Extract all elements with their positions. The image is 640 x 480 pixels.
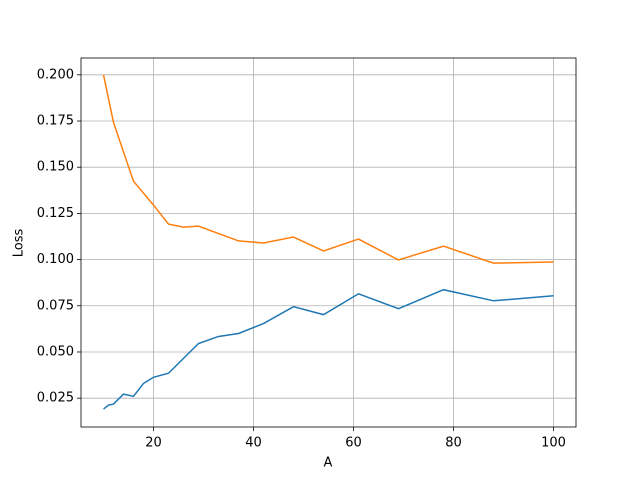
x-tick-label: 80 <box>445 436 462 451</box>
y-axis-label: Loss <box>12 229 27 258</box>
y-tick-label: 0.025 <box>37 391 74 406</box>
y-tick-label: 0.175 <box>37 114 74 129</box>
x-tick-label: 100 <box>541 436 566 451</box>
x-axis-label: A <box>324 456 333 471</box>
x-tick-label: 20 <box>145 436 162 451</box>
plot-frame <box>80 57 577 428</box>
line-series <box>103 288 554 410</box>
x-tick-label: 60 <box>345 436 362 451</box>
line-series <box>102 74 554 264</box>
y-tick-label: 0.050 <box>37 344 74 359</box>
x-tick-label: 40 <box>245 436 262 451</box>
y-tick-label: 0.075 <box>37 298 74 313</box>
y-tick-label: 0.125 <box>37 206 74 221</box>
y-tick-label: 0.200 <box>37 67 74 82</box>
y-tick-label: 0.150 <box>37 160 74 175</box>
y-tick-label: 0.100 <box>37 252 74 267</box>
